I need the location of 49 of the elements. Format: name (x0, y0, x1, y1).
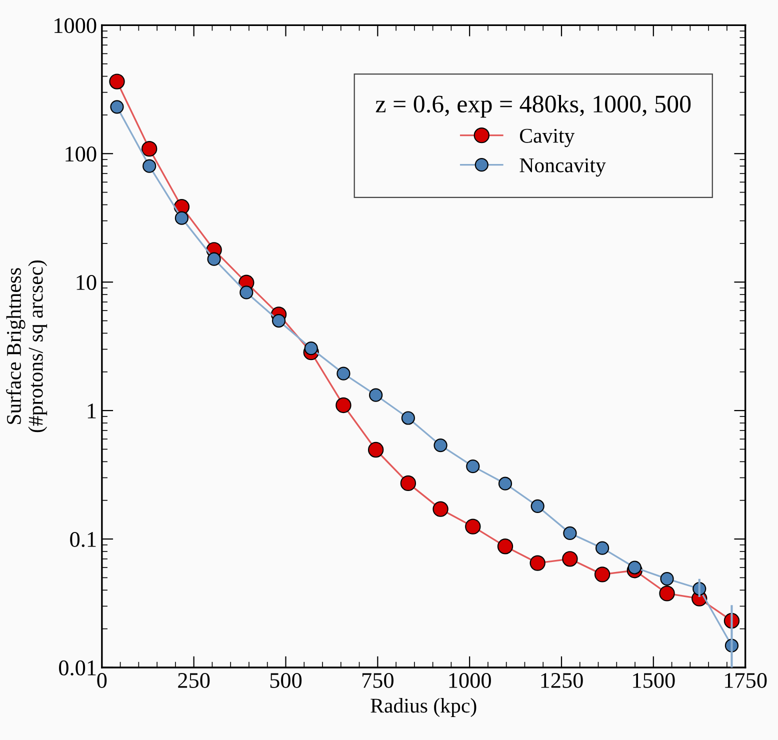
x-tick-label: 1000 (449, 672, 491, 688)
legend-label: Cavity (520, 128, 575, 148)
y-tick-label: 1000 (54, 18, 96, 34)
point (659, 586, 675, 602)
legend-title: z = 0.6, exp = 480ks, 1000, 500 (376, 94, 691, 118)
point (110, 100, 124, 114)
point (594, 566, 610, 582)
point (660, 572, 674, 586)
y-axis-title: Surface Brightness (#protons/ sq arcsec) (6, 260, 48, 432)
point (336, 397, 352, 414)
point (369, 388, 383, 402)
point (497, 538, 514, 554)
x-tick-label: 1500 (633, 672, 675, 688)
point (368, 442, 384, 458)
y-tick-label: 0.01 (59, 660, 96, 676)
point (304, 342, 318, 356)
x-tick-label: 1250 (541, 672, 583, 688)
point (142, 159, 156, 173)
point (336, 366, 350, 380)
x-tick-label: 750 (362, 672, 394, 688)
point (432, 501, 448, 517)
point (596, 541, 610, 555)
point (466, 460, 480, 474)
legend-label: Noncavity (520, 158, 606, 177)
y-tick-label: 1 (88, 404, 96, 418)
point (207, 252, 221, 266)
point (174, 211, 189, 225)
point (109, 74, 125, 90)
point (434, 438, 448, 452)
point (142, 140, 158, 157)
x-tick-label: 500 (270, 672, 302, 688)
point (563, 526, 577, 540)
point (530, 499, 544, 514)
x-tick-label: 0 (97, 672, 107, 688)
point (498, 476, 512, 490)
point (272, 314, 286, 328)
point (400, 475, 416, 492)
point (240, 286, 254, 300)
y-tick-label: 100 (66, 146, 96, 162)
x-axis-title: Radius (kpc) (370, 698, 476, 717)
point (562, 551, 578, 567)
x-tick-label: 1750 (725, 672, 767, 688)
y-tick-label: 0.1 (70, 532, 96, 548)
point (530, 555, 546, 571)
x-tick-label: 250 (178, 672, 210, 688)
point (628, 560, 642, 574)
y-tick-label: 10 (76, 275, 96, 290)
point (465, 518, 481, 534)
point (401, 411, 415, 425)
